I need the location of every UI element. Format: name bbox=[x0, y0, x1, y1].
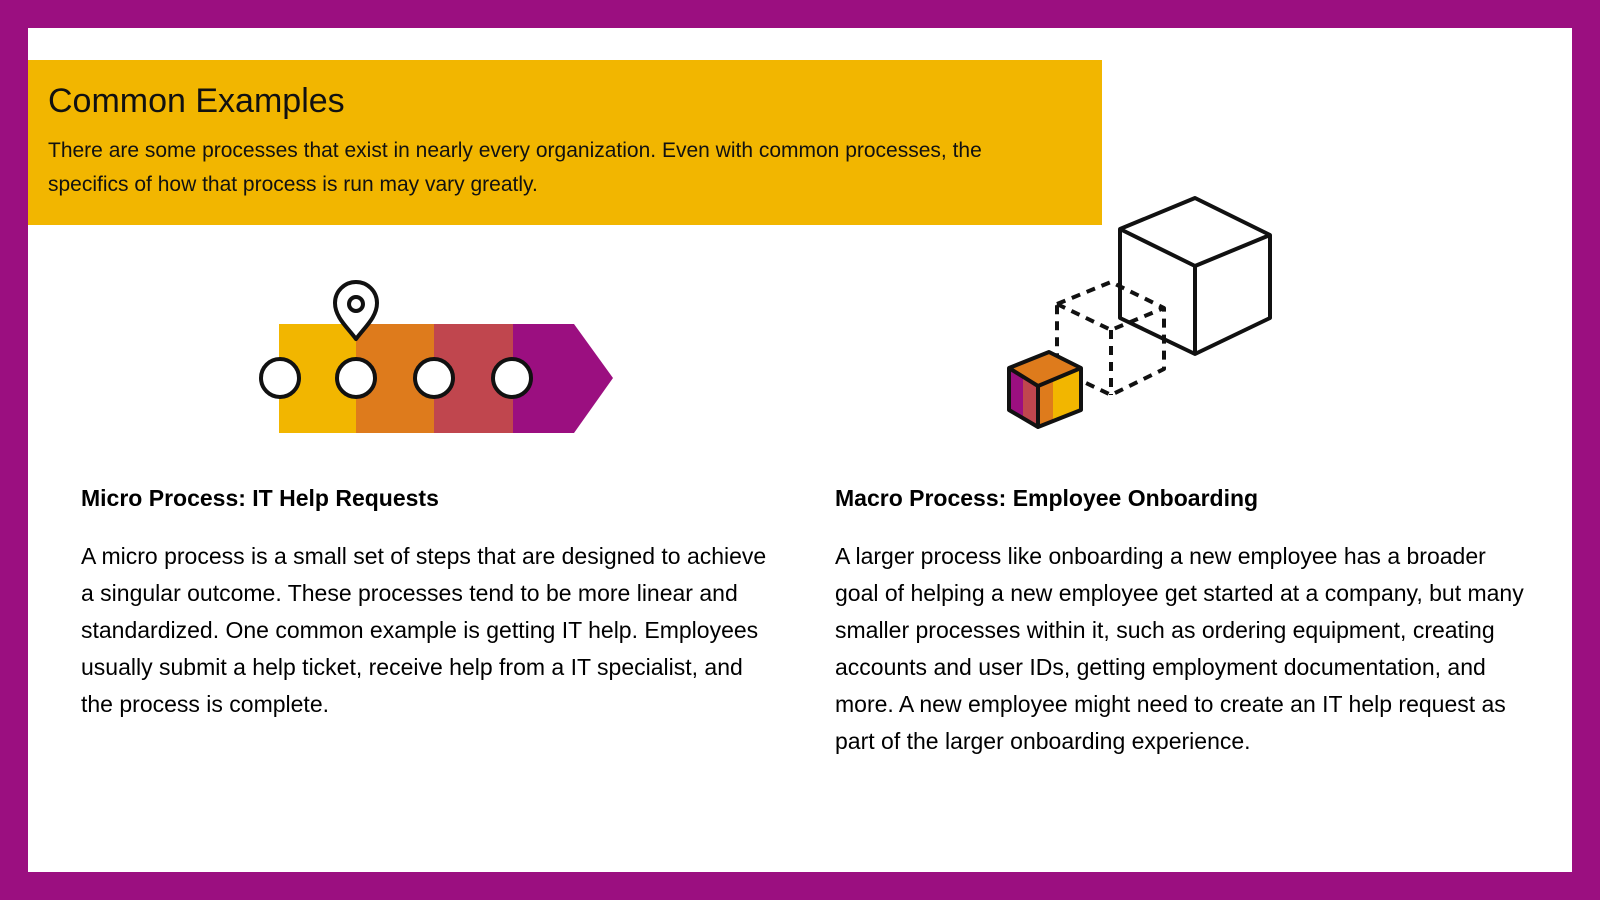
macro-process-heading: Macro Process: Employee Onboarding bbox=[835, 485, 1259, 511]
location-pin-icon bbox=[333, 280, 379, 341]
small-colored-cube-icon bbox=[1007, 350, 1083, 429]
step-marker-3 bbox=[413, 357, 455, 399]
step-marker-1 bbox=[259, 357, 301, 399]
large-cube-icon bbox=[1118, 196, 1272, 356]
dashed-cube-icon bbox=[1055, 280, 1166, 397]
micro-process-heading: Micro Process: IT Help Requests bbox=[81, 485, 439, 511]
macro-process-description: A larger process like onboarding a new e… bbox=[835, 543, 1524, 754]
micro-process-section: Micro Process: IT Help Requests A micro … bbox=[81, 483, 771, 723]
macro-process-section: Macro Process: Employee Onboarding A lar… bbox=[835, 483, 1535, 760]
page-title: Common Examples bbox=[48, 82, 345, 120]
progress-step-markers bbox=[259, 357, 533, 399]
step-marker-2 bbox=[335, 357, 377, 399]
progress-arrow-with-location-pin-icon bbox=[259, 280, 613, 433]
title-banner: Common Examples There are some processes… bbox=[28, 60, 1102, 225]
slide: Common Examples There are some processes… bbox=[28, 28, 1572, 872]
step-marker-4 bbox=[491, 357, 533, 399]
scaling-cubes-icon bbox=[1007, 196, 1272, 429]
arrow-head-segment bbox=[513, 324, 613, 433]
micro-process-description: A micro process is a small set of steps … bbox=[81, 543, 767, 717]
page-subtitle: There are some processes that exist in n… bbox=[48, 139, 982, 196]
